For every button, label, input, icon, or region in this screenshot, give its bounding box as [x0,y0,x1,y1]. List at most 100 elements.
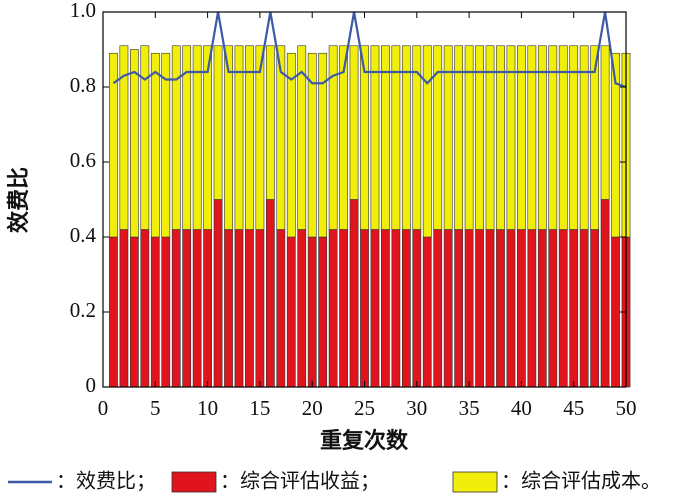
bar-segment [339,229,348,388]
bar-segment [454,229,464,388]
bar-segment [412,45,422,230]
bar-segment [192,45,202,230]
bar-segment [328,229,338,388]
x-tick-label: 45 [563,396,584,420]
bar-segment [245,229,254,388]
bar-segment [318,236,328,388]
bar-segment [381,45,390,230]
y-tick-label: 0 [86,373,97,397]
bar-segment [590,229,599,388]
y-axis-title: 效费比 [6,167,32,233]
bar-segment [370,229,380,388]
bar-segment [579,229,589,388]
y-tick-label: 0.8 [70,73,96,97]
bar-segment [443,45,453,230]
bar-segment [276,45,286,230]
line-series [112,11,627,89]
y-tick-label: 1.0 [70,0,96,22]
bar-segment [109,236,118,388]
bar-segment [381,229,390,388]
bar-segment [464,45,474,230]
bar-segment [422,236,432,388]
bar-segment [527,45,537,230]
bar-segment [527,229,537,388]
x-axis-title: 重复次数 [320,428,409,454]
x-tick-label: 10 [197,396,218,420]
bar-segment [213,45,223,200]
bar-segment [548,229,558,388]
bar-segment [485,45,495,230]
bar-segment [506,229,516,388]
legend-label: ：效费比； [56,469,156,493]
bar-segment [265,199,275,388]
bar-segment [130,236,139,388]
bar-segment [119,45,129,230]
bar-segment [245,45,254,230]
x-tick-label: 15 [249,396,270,420]
bar-segment [182,229,192,388]
bar-segment [265,45,275,200]
bar-segment [475,229,484,388]
x-tick-label: 5 [150,396,161,420]
x-tick-label: 20 [302,396,323,420]
bar-segment [349,199,359,388]
bar-segment [130,49,139,238]
bar-segment [213,199,223,388]
bar-segment [234,45,244,230]
bar-segment [255,45,265,230]
bar-segment [203,45,212,230]
bar-segment [558,45,568,230]
x-tick-label: 50 [616,396,637,420]
bar-segment [171,45,181,230]
bar-segment [360,229,369,388]
x-tick-label: 35 [459,396,480,420]
x-tick-label: 0 [98,396,109,420]
y-tick-label: 0.4 [70,223,97,247]
bar-segment [171,229,181,388]
bar-segment [600,199,610,388]
bar-segment [119,229,129,388]
bar-segment [150,236,160,388]
bar-segment [569,229,579,388]
bar-segment [318,52,328,238]
bar-segment [161,52,171,238]
bar-segment [109,52,118,238]
bar-segment [234,229,244,388]
bar-segment [548,45,558,230]
legend-swatch [452,471,498,493]
legend-label: ：综合评估成本。 [501,469,661,493]
bar-segment [537,229,547,388]
bar-segment [433,45,443,230]
bar-segment [328,45,338,230]
bar-segment [391,229,401,388]
bar-segment [590,45,599,230]
bar-segment [360,45,369,230]
bar-segment [192,229,202,388]
bar-segment [161,236,171,388]
bar-segment [485,229,495,388]
legend-label: ：综合评估收益； [220,469,380,493]
bar-segment [537,45,547,230]
bar-segment [496,229,505,388]
bar-segment [517,229,526,388]
bar-segment [370,45,380,230]
bar-segment [297,45,307,230]
bar-segment [422,45,432,238]
bar-segment [339,45,348,230]
y-tick-label: 0.2 [70,298,96,322]
bar-segment [611,236,620,388]
bar-segment [558,229,568,388]
bar-segment [224,45,233,230]
bar-segment [412,229,422,388]
bar-segment [401,229,411,388]
bar-segment [150,52,160,238]
bar-segment [203,229,212,388]
bar-segment [286,236,296,388]
bar-segment [496,45,505,230]
bar-segment [454,45,464,230]
bar-segment [349,45,359,200]
x-tick-label: 40 [511,396,532,420]
bar-segment [391,45,401,230]
bar-segment [255,229,265,388]
